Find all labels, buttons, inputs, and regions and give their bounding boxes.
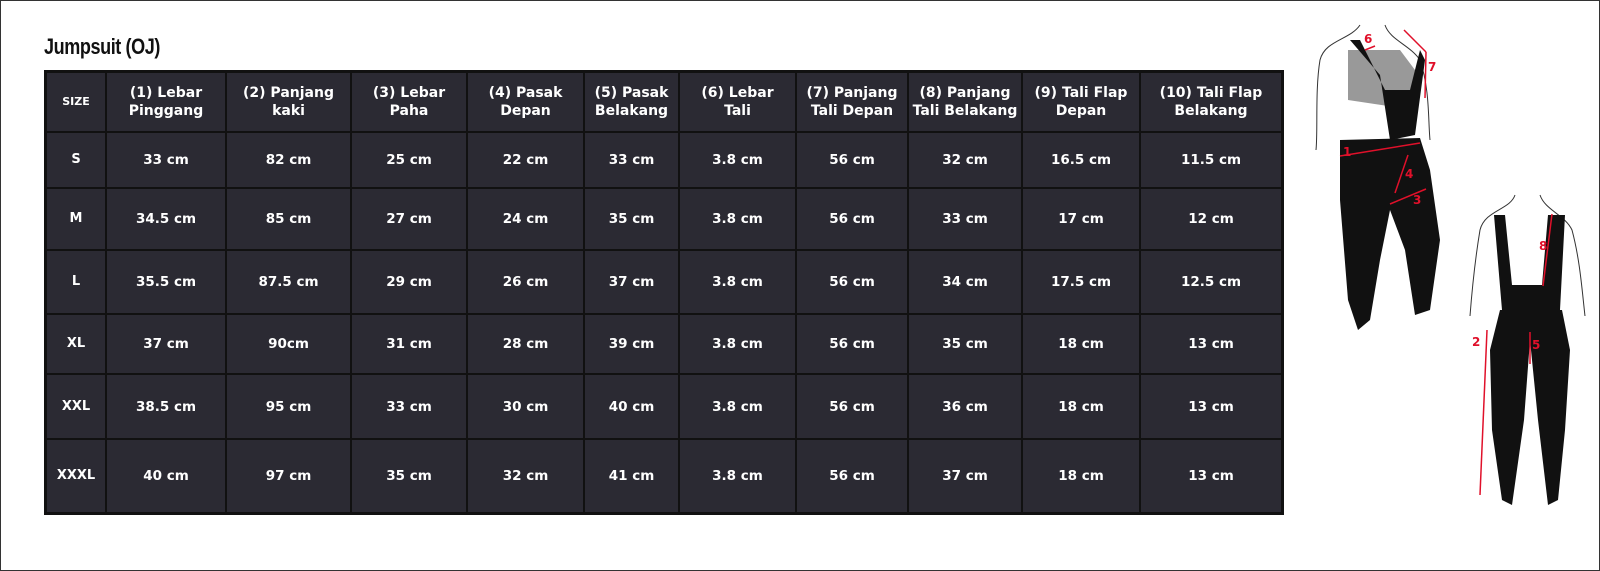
measurement-cell: 28 cm	[466, 313, 585, 375]
measurement-cell: 56 cm	[795, 373, 909, 440]
column-header: (7) Panjang Tali Depan	[795, 70, 909, 133]
size-cell: L	[44, 249, 107, 315]
measurement-cell: 32 cm	[907, 131, 1023, 189]
measurement-cell: 31 cm	[350, 313, 468, 375]
measurement-cell: 3.8 cm	[678, 131, 797, 189]
measurement-cell: 82 cm	[225, 131, 352, 189]
table-row: S 33 cm 82 cm 25 cm 22 cm 33 cm 3.8 cm 56 cm 32 …	[44, 131, 1284, 189]
measurement-cell: 34.5 cm	[105, 187, 227, 251]
measurement-cell: 33 cm	[105, 131, 227, 189]
measurement-cell: 40 cm	[583, 373, 680, 440]
measurement-cell: 3.8 cm	[678, 438, 797, 515]
table-row: M 34.5 cm 85 cm 27 cm 24 cm 35 cm 3.8 cm 56 cm 3…	[44, 187, 1284, 251]
back-figure	[1469, 194, 1586, 505]
measurement-cell: 3.8 cm	[678, 373, 797, 440]
page-title: Jumpsuit (OJ)	[44, 34, 160, 59]
measurement-cell: 56 cm	[795, 249, 909, 315]
measurement-cell: 13 cm	[1139, 373, 1284, 440]
column-header: (2) Panjang kaki	[225, 70, 352, 133]
measurement-cell: 16.5 cm	[1021, 131, 1141, 189]
column-header: (1) Lebar Pinggang	[105, 70, 227, 133]
measurement-cell: 35.5 cm	[105, 249, 227, 315]
size-cell: S	[44, 131, 107, 189]
measurement-cell: 41 cm	[583, 438, 680, 515]
column-header: (8) Panjang Tali Belakang	[907, 70, 1023, 133]
measurement-cell: 90cm	[225, 313, 352, 375]
column-header: (5) Pasak Belakang	[583, 70, 680, 133]
label-1: 1	[1343, 145, 1351, 159]
measurement-cell: 3.8 cm	[678, 187, 797, 251]
measurement-cell: 56 cm	[795, 131, 909, 189]
measurement-cell: 3.8 cm	[678, 249, 797, 315]
size-chart-table: SIZE (1) Lebar Pinggang (2) Panjang kaki (3…	[44, 70, 1284, 515]
size-cell: M	[44, 187, 107, 251]
measurement-cell: 56 cm	[795, 438, 909, 515]
size-cell: XXXL	[44, 438, 107, 515]
column-header: (6) Lebar Tali	[678, 70, 797, 133]
measurement-cell: 40 cm	[105, 438, 227, 515]
column-header: (10) Tali Flap Belakang	[1139, 70, 1284, 133]
measurement-cell: 12 cm	[1139, 187, 1284, 251]
label-2: 2	[1472, 335, 1480, 349]
measurement-cell: 22 cm	[466, 131, 585, 189]
label-8: 8	[1539, 239, 1547, 253]
measurement-cell: 37 cm	[583, 249, 680, 315]
jumpsuit-measurement-illustration: 1 2 3 4 5 6 7 8	[1315, 24, 1586, 505]
front-figure	[1315, 24, 1440, 330]
measurement-cell: 27 cm	[350, 187, 468, 251]
measurement-cell: 37 cm	[907, 438, 1023, 515]
measurement-cell: 39 cm	[583, 313, 680, 375]
measurement-cell: 18 cm	[1021, 373, 1141, 440]
measurement-cell: 29 cm	[350, 249, 468, 315]
measurement-cell: 13 cm	[1139, 313, 1284, 375]
measurement-cell: 13 cm	[1139, 438, 1284, 515]
measurement-cell: 34 cm	[907, 249, 1023, 315]
measurement-cell: 26 cm	[466, 249, 585, 315]
column-header: (4) Pasak Depan	[466, 70, 585, 133]
size-cell: XXL	[44, 373, 107, 440]
measurement-cell: 11.5 cm	[1139, 131, 1284, 189]
table-row: XL 37 cm 90cm 31 cm 28 cm 39 cm 3.8 cm 56 cm 35 …	[44, 313, 1284, 375]
measurement-cell: 56 cm	[795, 313, 909, 375]
measurement-cell: 25 cm	[350, 131, 468, 189]
measurement-cell: 12.5 cm	[1139, 249, 1284, 315]
measurement-cell: 30 cm	[466, 373, 585, 440]
measurement-cell: 56 cm	[795, 187, 909, 251]
measurement-cell: 18 cm	[1021, 438, 1141, 515]
measurement-cell: 87.5 cm	[225, 249, 352, 315]
measurement-cell: 35 cm	[583, 187, 680, 251]
measurement-cell: 3.8 cm	[678, 313, 797, 375]
measurement-cell: 17 cm	[1021, 187, 1141, 251]
measurement-cell: 35 cm	[350, 438, 468, 515]
label-3: 3	[1413, 193, 1421, 207]
table-row: L 35.5 cm 87.5 cm 29 cm 26 cm 37 cm 3.8 cm 56 c…	[44, 249, 1284, 315]
label-7: 7	[1428, 60, 1436, 74]
column-header: SIZE	[44, 70, 107, 133]
measurement-cell: 33 cm	[583, 131, 680, 189]
table-header-row: SIZE (1) Lebar Pinggang (2) Panjang kaki (3…	[44, 70, 1284, 133]
measurement-cell: 35 cm	[907, 313, 1023, 375]
measurement-cell: 24 cm	[466, 187, 585, 251]
measurement-cell: 36 cm	[907, 373, 1023, 440]
label-6: 6	[1364, 32, 1372, 46]
measurement-cell: 17.5 cm	[1021, 249, 1141, 315]
label-5: 5	[1532, 338, 1540, 352]
measurement-cell: 18 cm	[1021, 313, 1141, 375]
table-row: XXL 38.5 cm 95 cm 33 cm 30 cm 40 cm 3.8 cm 56 c…	[44, 373, 1284, 440]
measurement-cell: 32 cm	[466, 438, 585, 515]
measurement-cell: 85 cm	[225, 187, 352, 251]
measurement-cell: 33 cm	[907, 187, 1023, 251]
size-cell: XL	[44, 313, 107, 375]
column-header: (9) Tali Flap Depan	[1021, 70, 1141, 133]
label-4: 4	[1405, 167, 1413, 181]
measurement-cell: 33 cm	[350, 373, 468, 440]
table-row: XXXL 40 cm 97 cm 35 cm 32 cm 41 cm 3.8 cm 56 cm…	[44, 438, 1284, 515]
measurement-cell: 37 cm	[105, 313, 227, 375]
column-header: (3) Lebar Paha	[350, 70, 468, 133]
measurement-cell: 95 cm	[225, 373, 352, 440]
measurement-cell: 97 cm	[225, 438, 352, 515]
measurement-cell: 38.5 cm	[105, 373, 227, 440]
